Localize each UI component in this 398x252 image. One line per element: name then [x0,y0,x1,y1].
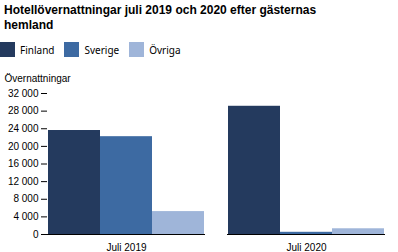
svg-text:Övernattningar: Övernattningar [5,73,72,84]
svg-text:Juli 2020: Juli 2020 [286,242,326,252]
svg-text:4 000: 4 000 [13,211,38,222]
svg-text:32 000: 32 000 [8,88,39,99]
svg-text:28 000: 28 000 [8,105,39,116]
svg-text:0: 0 [33,229,39,240]
html-text:Hotellövernattningar juli 2019: Hotellövernattningar juli 2019 och 2020 … [4,3,317,32]
svg-text:Juli 2019: Juli 2019 [106,242,146,252]
html-text:Övriga: Övriga [149,42,181,57]
svg-text:12 000: 12 000 [8,176,39,187]
svg-text:20 000: 20 000 [8,141,39,152]
html-text:Sverige: Sverige [84,42,120,57]
svg-text:16 000: 16 000 [8,158,39,169]
html-text:Finland: Finland [20,42,55,57]
svg-text:24 000: 24 000 [8,123,39,134]
svg-text:8 000: 8 000 [13,193,38,204]
